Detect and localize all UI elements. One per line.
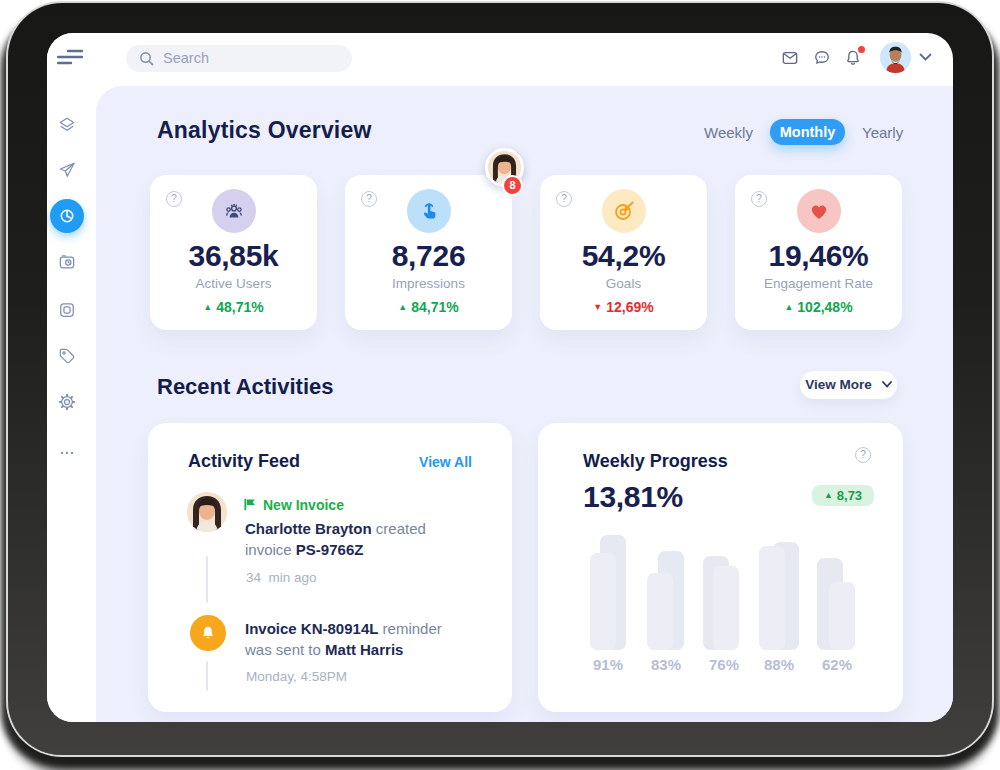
content-panel: Analytics Overview Weekly Monthly Yearly… bbox=[96, 86, 953, 722]
help-icon[interactable]: ? bbox=[361, 191, 377, 207]
layers-icon[interactable] bbox=[57, 115, 77, 135]
tap-icon bbox=[407, 189, 451, 233]
user-avatar[interactable] bbox=[880, 42, 911, 73]
up-arrow-icon: ▲ bbox=[784, 302, 793, 312]
activity-feed-card: Activity Feed View All New Invoice Charl… bbox=[148, 423, 512, 712]
sidebar bbox=[47, 33, 96, 722]
activity-text: invoice PS-9766Z bbox=[245, 541, 363, 558]
card-title: Activity Feed bbox=[188, 451, 300, 472]
pie-chart-icon bbox=[57, 206, 77, 226]
stat-card-impressions: ? 8,726 Impressions ▲84,71% bbox=[345, 175, 512, 330]
progress-change-pill: ▲8,73 bbox=[812, 485, 874, 506]
activity-text: Charlotte Brayton created bbox=[245, 520, 426, 537]
page-title: Analytics Overview bbox=[157, 117, 372, 144]
stat-change: ▲48,71% bbox=[150, 299, 317, 315]
up-arrow-icon: ▲ bbox=[398, 302, 407, 312]
activity-avatar bbox=[187, 492, 227, 532]
stat-card-active-users: ? 36,85k Active Users ▲48,71% bbox=[150, 175, 317, 330]
card-title: Weekly Progress bbox=[583, 451, 728, 472]
bar-label: 91% bbox=[579, 656, 637, 673]
stat-label: Goals bbox=[540, 276, 707, 291]
view-all-link[interactable]: View All bbox=[419, 454, 472, 470]
chevron-down-icon[interactable] bbox=[919, 53, 932, 62]
tablet-frame: Search Analytics Overview Weekly bbox=[8, 3, 992, 755]
bar bbox=[590, 553, 616, 650]
up-arrow-icon: ▲ bbox=[203, 302, 212, 312]
stat-value: 8,726 bbox=[345, 239, 512, 273]
weekly-progress-card: Weekly Progress ? 13,81% ▲8,73 bbox=[538, 423, 903, 712]
stat-card-goals: ? 54,2% Goals ▼12,69% bbox=[540, 175, 707, 330]
search-icon bbox=[139, 51, 154, 66]
chevron-down-icon bbox=[882, 381, 892, 388]
reminder-bell-icon bbox=[190, 615, 226, 651]
search-input[interactable]: Search bbox=[126, 45, 352, 72]
help-icon[interactable]: ? bbox=[166, 191, 182, 207]
activity-time: 34 min ago bbox=[246, 570, 317, 585]
tag-icon[interactable] bbox=[57, 346, 77, 366]
gear-icon[interactable] bbox=[57, 392, 77, 412]
timeline-divider bbox=[206, 661, 208, 691]
bar bbox=[829, 582, 855, 650]
sidebar-item-analytics[interactable] bbox=[50, 199, 84, 233]
tab-weekly[interactable]: Weekly bbox=[704, 124, 753, 141]
target-icon bbox=[602, 189, 646, 233]
timeline-divider bbox=[206, 556, 208, 603]
stat-label: Active Users bbox=[150, 276, 317, 291]
stat-label: Impressions bbox=[345, 276, 512, 291]
notification-badge: 8 bbox=[502, 175, 523, 196]
up-arrow-icon: ▲ bbox=[824, 490, 833, 500]
users-icon bbox=[212, 189, 256, 233]
more-icon[interactable] bbox=[57, 443, 77, 463]
screen: Search Analytics Overview Weekly bbox=[47, 33, 953, 722]
activity-text: was sent to Matt Harris bbox=[245, 641, 403, 658]
stat-value: 36,85k bbox=[150, 239, 317, 273]
activity-time: Monday, 4:58PM bbox=[246, 669, 347, 684]
progress-value: 13,81% bbox=[583, 480, 683, 514]
search-placeholder: Search bbox=[163, 50, 209, 66]
stat-change: ▲102,48% bbox=[735, 299, 902, 315]
bar bbox=[647, 573, 673, 650]
stat-value: 54,2% bbox=[540, 239, 707, 273]
help-icon[interactable]: ? bbox=[855, 447, 871, 463]
send-icon[interactable] bbox=[57, 160, 77, 180]
help-icon[interactable]: ? bbox=[556, 191, 572, 207]
stat-value: 19,46% bbox=[735, 239, 902, 273]
notification-dot bbox=[856, 44, 867, 55]
bar-label: 83% bbox=[637, 656, 695, 673]
camera-icon[interactable] bbox=[57, 252, 77, 272]
down-arrow-icon: ▼ bbox=[593, 302, 602, 312]
bar-chart bbox=[538, 510, 903, 650]
bar-label: 76% bbox=[695, 656, 753, 673]
chat-icon[interactable] bbox=[812, 48, 832, 68]
menu-icon[interactable] bbox=[57, 49, 83, 65]
view-more-button[interactable]: View More bbox=[800, 371, 897, 399]
tab-monthly[interactable]: Monthly bbox=[770, 119, 845, 145]
flag-icon bbox=[242, 497, 257, 512]
bar bbox=[759, 546, 785, 650]
stat-label: Engagement Rate bbox=[735, 276, 902, 291]
tab-yearly[interactable]: Yearly bbox=[862, 124, 903, 141]
help-icon[interactable]: ? bbox=[751, 191, 767, 207]
bar-label: 62% bbox=[808, 656, 866, 673]
bar-label: 88% bbox=[750, 656, 808, 673]
activity-text: Invoice KN-80914L reminder bbox=[245, 620, 442, 637]
stat-card-engagement: ? 19,46% Engagement Rate ▲102,48% bbox=[735, 175, 902, 330]
heart-icon bbox=[797, 189, 841, 233]
page: Search Analytics Overview Weekly bbox=[0, 0, 1000, 770]
mail-icon[interactable] bbox=[780, 48, 800, 68]
section-title: Recent Activities bbox=[157, 374, 333, 400]
activity-badge: New Invoice bbox=[263, 497, 344, 513]
window-icon[interactable] bbox=[57, 300, 77, 320]
stat-change: ▼12,69% bbox=[540, 299, 707, 315]
stat-change: ▲84,71% bbox=[345, 299, 512, 315]
bar bbox=[713, 566, 739, 650]
